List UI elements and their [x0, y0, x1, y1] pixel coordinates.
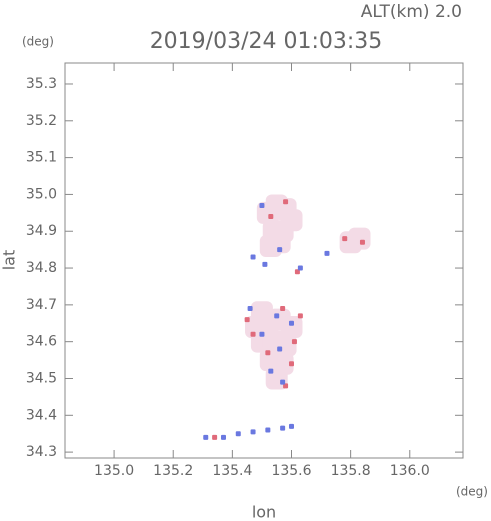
- x-tick-label: 135.2: [153, 463, 193, 479]
- y-tick-label: 34.7: [26, 297, 57, 313]
- echo-point: [268, 231, 291, 254]
- y-tick-label: 35.1: [26, 150, 57, 166]
- echo-point: [265, 350, 271, 356]
- echo-point: [250, 429, 256, 435]
- echo-point: [259, 331, 265, 337]
- echo-point: [268, 214, 274, 220]
- echo-point: [288, 320, 294, 326]
- y-axis-label: lat: [0, 250, 19, 271]
- echo-point: [359, 239, 365, 245]
- echo-point: [297, 313, 303, 319]
- echo-point: [244, 317, 250, 323]
- echo-point: [250, 331, 256, 337]
- echo-point: [324, 250, 330, 256]
- echo-point: [259, 202, 265, 208]
- y-tick-label: 34.4: [26, 407, 57, 423]
- x-axis-label: lon: [252, 503, 276, 521]
- echo-point: [288, 361, 294, 367]
- echo-point: [274, 313, 280, 319]
- y-tick-label: 35.2: [26, 113, 57, 129]
- echo-point: [280, 425, 286, 431]
- y-tick-label: 34.9: [26, 223, 57, 239]
- echo-point: [212, 434, 218, 440]
- echo-point: [342, 236, 348, 242]
- echo-point: [291, 339, 297, 345]
- echo-point: [203, 434, 209, 440]
- x-tick-label: 135.0: [94, 463, 134, 479]
- y-tick-label: 34.3: [26, 444, 57, 460]
- echo-point: [297, 265, 303, 271]
- echo-point: [262, 261, 268, 267]
- x-tick-label: 135.6: [271, 463, 311, 479]
- echo-point: [220, 434, 226, 440]
- x-tick-label: 135.8: [331, 463, 371, 479]
- echo-point: [280, 315, 303, 338]
- echo-point: [235, 431, 241, 437]
- x-unit: (deg): [456, 485, 488, 499]
- y-tick-label: 35.3: [26, 76, 57, 92]
- echo-point: [277, 247, 283, 253]
- plot-frame: [64, 62, 464, 459]
- y-unit: (deg): [22, 35, 54, 49]
- y-tick-label: 34.5: [26, 370, 57, 386]
- echo-point: [265, 427, 271, 433]
- echo-point: [268, 368, 274, 374]
- echo-point: [250, 254, 256, 260]
- echo-point: [280, 379, 286, 385]
- echo-point: [283, 199, 289, 205]
- echo-point: [348, 227, 371, 250]
- x-tick-label: 136.0: [390, 463, 430, 479]
- echo-point: [288, 423, 294, 429]
- y-tick-label: 34.8: [26, 260, 57, 276]
- echo-point: [277, 346, 283, 352]
- chart-title: 2019/03/24 01:03:35: [150, 29, 383, 54]
- y-tick-label: 35.0: [26, 186, 57, 202]
- echo-point: [247, 306, 253, 312]
- x-tick-label: 135.4: [212, 463, 252, 479]
- echo-point: [280, 306, 286, 312]
- altitude-label: ALT(km) 2.0: [361, 2, 462, 22]
- y-tick-label: 34.6: [26, 334, 57, 350]
